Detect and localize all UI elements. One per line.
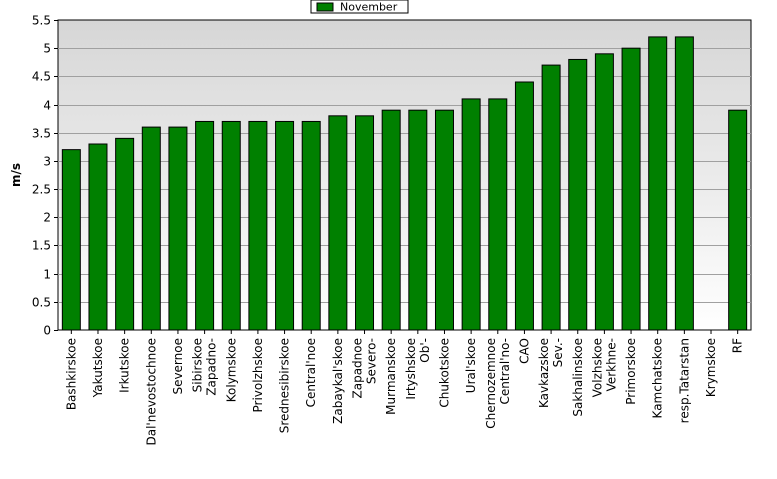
x-tick-label: RF bbox=[731, 338, 745, 353]
y-tick-label: 1 bbox=[43, 268, 51, 282]
bars bbox=[61, 36, 748, 331]
x-tick-label: Irtyshskoe bbox=[404, 338, 418, 400]
y-tick-label: 0 bbox=[43, 324, 51, 338]
bar[interactable] bbox=[568, 58, 588, 331]
x-tick-label: Ob'- bbox=[418, 338, 432, 363]
legend-swatch bbox=[316, 2, 334, 12]
plot-area bbox=[57, 19, 752, 331]
bar[interactable] bbox=[408, 109, 428, 331]
legend-label: November bbox=[340, 1, 398, 14]
bar[interactable] bbox=[195, 120, 215, 331]
y-tick-label: 3.5 bbox=[32, 127, 51, 141]
x-tick-label: Murmanskoe bbox=[384, 338, 398, 415]
x-tick-label: Privolzhskoe bbox=[251, 338, 265, 412]
y-tick-label: 1.5 bbox=[32, 239, 51, 253]
x-tick-label: Irkutskoe bbox=[118, 338, 132, 393]
bar[interactable] bbox=[88, 143, 108, 331]
bar[interactable] bbox=[275, 120, 295, 331]
y-axis-title: m/s bbox=[9, 163, 23, 187]
bar[interactable] bbox=[141, 126, 161, 331]
x-tick-label: Bashkirskoe bbox=[64, 338, 78, 410]
x-tick-label: resp.Tatarstan bbox=[677, 338, 691, 423]
x-tick-label: Kolymskoe bbox=[224, 338, 238, 402]
x-tick-label: Severo- bbox=[365, 338, 379, 384]
x-tick-label: Zapadnoe bbox=[351, 338, 365, 399]
bar[interactable] bbox=[488, 98, 508, 331]
bar[interactable] bbox=[541, 64, 561, 331]
y-tick-label: 2 bbox=[43, 211, 51, 225]
x-tick-label: Zapadno- bbox=[205, 338, 219, 396]
x-tick-label: Yakutskoe bbox=[91, 338, 105, 398]
x-tick-label: Dal'nevostochnoe bbox=[144, 338, 158, 446]
x-tick-label: CAO bbox=[517, 338, 531, 364]
legend[interactable]: November bbox=[310, 0, 409, 14]
x-tick-label: Sev.- bbox=[551, 338, 565, 367]
bar[interactable] bbox=[168, 126, 188, 331]
x-tick-label: Kamchatskoe bbox=[651, 338, 665, 418]
y-tick-label: 3 bbox=[43, 155, 51, 169]
y-tick-label: 4 bbox=[43, 99, 51, 113]
y-axis: 0 0.5 1 1.5 2 2.5 3 3.5 4 4.5 5 5.5 bbox=[32, 14, 58, 338]
x-tick-label: Central'noe bbox=[304, 338, 318, 407]
x-tick-label: Krymskoe bbox=[704, 338, 718, 397]
x-tick-label: Chernozemnoe bbox=[484, 338, 498, 429]
x-tick-label: Volzhskoe bbox=[590, 338, 604, 397]
bar[interactable] bbox=[328, 115, 348, 331]
x-tick-label: Kavkazskoe bbox=[537, 338, 551, 408]
bar[interactable] bbox=[381, 109, 401, 331]
y-tick-label: 2.5 bbox=[32, 183, 51, 197]
bar[interactable] bbox=[461, 98, 481, 331]
x-tick-label: Verkhne- bbox=[604, 338, 618, 391]
x-tick-label: Sibirskoe bbox=[191, 338, 205, 392]
y-tick-label: 5.5 bbox=[32, 14, 51, 28]
bar[interactable] bbox=[61, 149, 81, 331]
x-tick-label: Severnoe bbox=[171, 338, 185, 395]
bar[interactable] bbox=[248, 120, 268, 331]
bar[interactable] bbox=[301, 120, 321, 331]
x-tick-label: Central'no- bbox=[498, 338, 512, 405]
bar[interactable] bbox=[728, 109, 748, 331]
x-axis: Bashkirskoe Yakutskoe Irkutskoe Dal'nevosto… bbox=[64, 330, 745, 446]
bar[interactable] bbox=[514, 81, 534, 331]
bar[interactable] bbox=[674, 36, 694, 331]
x-tick-label: Primorskoe bbox=[624, 338, 638, 405]
x-tick-label: Chukotskoe bbox=[438, 338, 452, 408]
y-tick-label: 5 bbox=[43, 42, 51, 56]
y-tick-label: 4.5 bbox=[32, 70, 51, 84]
bar[interactable] bbox=[115, 137, 135, 331]
x-tick-label: Sakhalinskoe bbox=[571, 338, 585, 417]
bar[interactable] bbox=[648, 36, 668, 331]
bar[interactable] bbox=[594, 53, 614, 331]
x-tick-label: Ural'skoe bbox=[464, 338, 478, 393]
bar[interactable] bbox=[355, 115, 375, 331]
legend-box bbox=[310, 0, 409, 14]
bar[interactable] bbox=[621, 47, 641, 331]
bar[interactable] bbox=[434, 109, 454, 331]
x-tick-label: Zabaykal'skoe bbox=[331, 338, 345, 424]
bar[interactable] bbox=[221, 120, 241, 331]
y-tick-label: 0.5 bbox=[32, 296, 51, 310]
x-tick-label: Srednesibirskoe bbox=[278, 338, 292, 433]
